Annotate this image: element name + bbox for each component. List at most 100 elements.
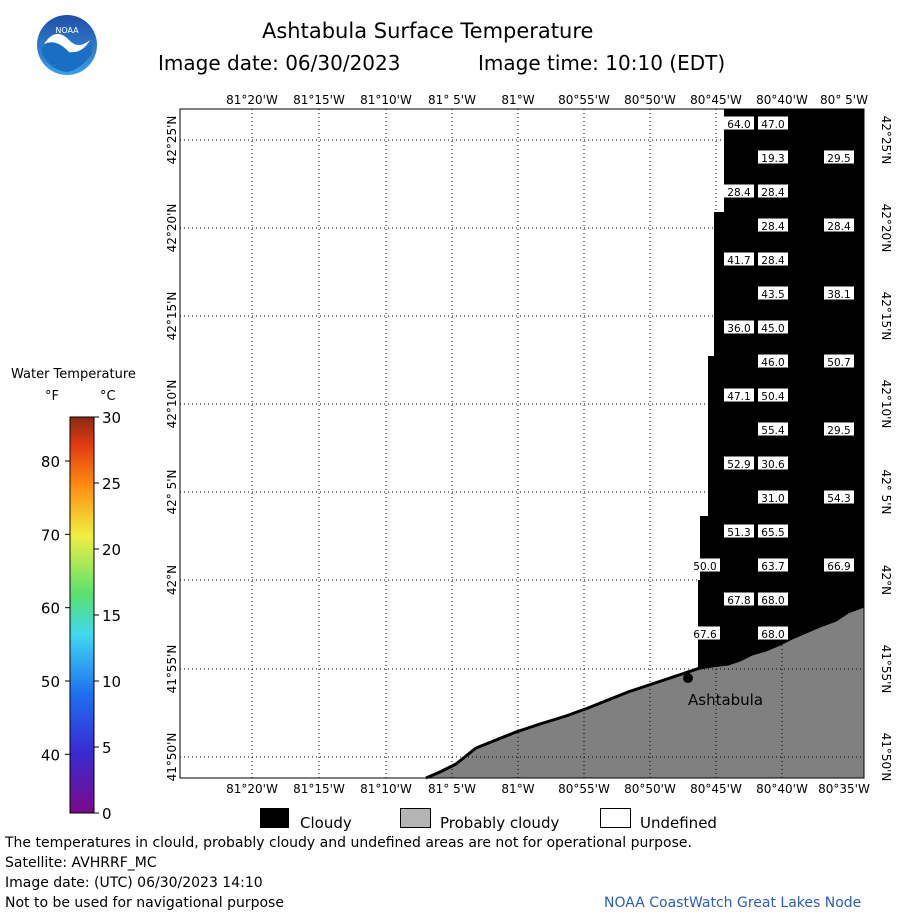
temperature-label-box: [724, 320, 754, 334]
temperature-label: 29.5: [827, 425, 850, 437]
temperature-label-box: [758, 320, 788, 334]
lat-label-left: 41°50'N: [165, 733, 179, 782]
colorbar-c-label: 15: [102, 607, 121, 625]
colorbar-title: Water Temperature: [11, 367, 136, 382]
lat-label-right: 42°N: [879, 565, 893, 595]
city-marker: [683, 673, 693, 683]
colorbar-f-label: 40: [41, 746, 60, 764]
temperature-label-box: [758, 592, 788, 606]
lon-label-bottom: 81°W: [501, 782, 534, 796]
lon-label-bottom: 80°40'W: [756, 782, 808, 796]
legend-undefined-swatch: [600, 808, 631, 828]
temperature-label: 64.0: [727, 119, 750, 131]
temperature-label: 67.6: [693, 629, 717, 641]
temperature-label: 66.9: [827, 561, 850, 573]
temperature-label: 51.3: [727, 527, 750, 539]
lon-label-bottom: 81°10'W: [360, 782, 412, 796]
colorbar-c-label: 25: [102, 475, 121, 493]
legend-probably-cloudy-label: Probably cloudy: [440, 814, 560, 832]
disclaimer: The temperatures in clould, probably clo…: [5, 835, 692, 851]
lat-label-left: 42°15'N: [165, 292, 179, 341]
temperature-label: 19.3: [761, 153, 784, 165]
temperature-label-box: [690, 626, 720, 640]
colorbar-f-label: 50: [41, 673, 60, 691]
lat-label-right: 42°15'N: [879, 292, 893, 341]
lon-label-top: 81° 5'W: [428, 93, 476, 107]
lon-label-bottom: 81° 5'W: [428, 782, 476, 796]
lat-label-left: 42°25'N: [165, 116, 179, 165]
lat-label-left: 42°N: [165, 565, 179, 595]
colorbar-c-label: 20: [102, 541, 121, 559]
temperature-label-box: [724, 116, 754, 130]
legend-undefined-label: Undefined: [640, 814, 717, 832]
temperature-label-box: [824, 150, 854, 164]
temperature-label-box: [724, 524, 754, 538]
temperature-label: 41.7: [727, 255, 750, 267]
utc-date: Image date: (UTC) 06/30/2023 14:10: [5, 875, 263, 891]
temperature-label: 36.0: [727, 323, 750, 335]
lon-label-top: 80°50'W: [624, 93, 676, 107]
temperature-label-box: [758, 286, 788, 300]
temperature-label: 29.5: [827, 153, 850, 165]
lon-label-top: 80°55'W: [558, 93, 610, 107]
temperature-label: 50.7: [827, 357, 850, 369]
temperature-label-box: [758, 150, 788, 164]
image-time: Image time: 10:10 (EDT): [478, 51, 726, 75]
colorbar-unit-c: °C: [100, 389, 116, 404]
temperature-label-box: [724, 456, 754, 470]
temperature-label: 65.5: [761, 527, 784, 539]
temperature-label-box: [824, 286, 854, 300]
temperature-label-box: [824, 422, 854, 436]
lon-label-top: 81°10'W: [360, 93, 412, 107]
noaa-logo-icon: NOAA: [37, 15, 97, 75]
lat-label-right: 42°20'N: [879, 204, 893, 253]
lon-label-top: 81°W: [501, 93, 534, 107]
map-title: Ashtabula Surface Temperature: [262, 19, 594, 43]
temperature-label-box: [758, 422, 788, 436]
credit: NOAA CoastWatch Great Lakes Node: [604, 895, 862, 911]
colorbar-f-label: 60: [41, 600, 60, 618]
legend-probably-cloudy-swatch: [400, 808, 431, 828]
temperature-label-box: [824, 490, 854, 504]
colorbar-f-label: 80: [41, 453, 60, 471]
temperature-label: 38.1: [827, 289, 850, 301]
temperature-label: 28.4: [761, 255, 785, 267]
colorbar-f-label: 70: [41, 526, 60, 544]
temperature-label: 31.0: [761, 493, 784, 505]
temperature-label: 47.0: [761, 119, 784, 131]
temperature-label-box: [824, 558, 854, 572]
navigation-warning: Not to be used for navigational purpose: [5, 895, 284, 911]
temperature-label: 50.0: [693, 561, 716, 573]
temperature-label: 47.1: [727, 391, 750, 403]
lon-label-bottom: 80°50'W: [624, 782, 676, 796]
temperature-label-box: [724, 592, 754, 606]
colorbar-c-label: 5: [102, 739, 112, 757]
temperature-label-box: [758, 524, 788, 538]
temperature-label: 45.0: [761, 323, 784, 335]
lon-label-top: 80°40'W: [756, 93, 808, 107]
temperature-label: 50.4: [761, 391, 785, 403]
lat-label-right: 42°10'N: [879, 380, 893, 429]
image-date: Image date: 06/30/2023: [158, 51, 401, 75]
lon-label-bottom: 81°15'W: [293, 782, 345, 796]
lon-label-top: 81°20'W: [226, 93, 278, 107]
temperature-label-box: [758, 252, 788, 266]
map-frame: [179, 108, 865, 779]
temperature-label: 30.6: [761, 459, 785, 471]
lat-label-left: 42°20'N: [165, 204, 179, 253]
city-label: Ashtabula: [688, 691, 764, 709]
temperature-label: 46.0: [761, 357, 784, 369]
temperature-label: 28.4: [727, 187, 751, 199]
colorbar-c-label: 30: [102, 409, 121, 427]
lat-label-left: 41°55'N: [165, 645, 179, 694]
temperature-label-box: [758, 354, 788, 368]
temperature-label-box: [758, 626, 788, 640]
temperature-label: 55.4: [761, 425, 785, 437]
colorbar-c-label: 0: [102, 805, 112, 823]
temperature-label: 68.0: [761, 629, 784, 641]
temperature-label: 68.0: [761, 595, 784, 607]
lon-label-bottom: 80°45'W: [690, 782, 742, 796]
lat-label-right: 41°50'N: [879, 733, 893, 782]
